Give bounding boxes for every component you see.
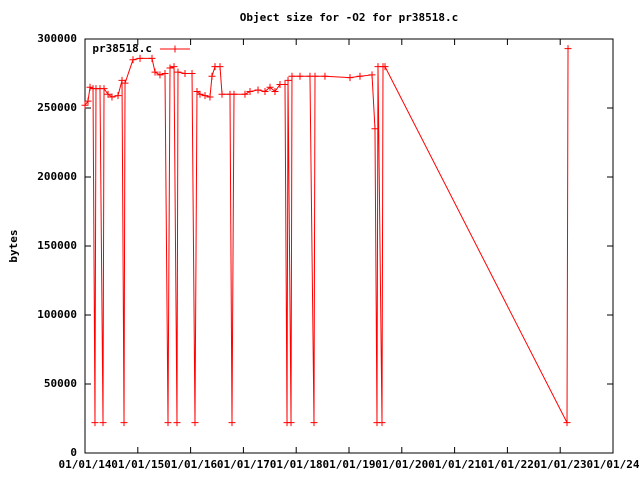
- point-marker: [356, 72, 364, 80]
- point-marker: [241, 90, 249, 98]
- point-marker: [148, 54, 156, 62]
- point-marker: [246, 87, 254, 95]
- point-marker: [230, 90, 238, 98]
- point-marker: [271, 87, 279, 95]
- y-tick-label: 100000: [37, 308, 77, 321]
- x-tick-label: 01/01/18: [270, 458, 323, 471]
- point-marker: [99, 419, 107, 427]
- point-marker: [188, 70, 196, 77]
- point-marker: [281, 81, 289, 89]
- point-marker: [321, 72, 329, 80]
- x-tick-label: 01/01/17: [217, 458, 270, 471]
- y-tick-label: 250000: [37, 101, 77, 114]
- point-marker: [100, 85, 108, 93]
- point-marker: [81, 101, 89, 109]
- point-marker: [371, 125, 379, 133]
- point-marker: [218, 90, 226, 98]
- point-marker: [84, 97, 92, 105]
- point-marker: [368, 71, 376, 79]
- point-marker: [381, 63, 389, 71]
- point-marker: [261, 87, 269, 95]
- y-tick-label: 150000: [37, 239, 77, 252]
- point-marker: [166, 64, 174, 72]
- point-marker: [136, 54, 144, 62]
- point-marker: [201, 92, 209, 100]
- point-marker: [114, 92, 122, 100]
- x-tick-label: 01/01/21: [428, 458, 481, 471]
- x-tick-label: 01/01/24: [587, 458, 640, 471]
- y-tick-label: 300000: [37, 32, 77, 45]
- point-marker: [310, 419, 318, 427]
- x-tick-label: 01/01/16: [164, 458, 217, 471]
- point-marker: [196, 90, 204, 98]
- point-marker: [181, 70, 189, 77]
- point-marker: [161, 70, 169, 77]
- x-tick-label: 01/01/15: [111, 458, 164, 471]
- point-marker: [296, 72, 304, 80]
- point-marker: [173, 419, 181, 427]
- x-tick-label: 01/01/23: [534, 458, 587, 471]
- point-marker: [170, 63, 178, 71]
- point-marker: [208, 72, 216, 80]
- point-marker: [86, 83, 94, 91]
- legend-label: pr38518.c: [92, 42, 152, 55]
- point-marker: [311, 72, 319, 80]
- point-marker: [174, 68, 182, 76]
- point-marker: [564, 45, 572, 53]
- x-tick-label: 01/01/22: [481, 458, 534, 471]
- y-axis-label: bytes: [7, 229, 20, 262]
- x-tick-label: 01/01/19: [323, 458, 376, 471]
- point-marker: [151, 68, 159, 76]
- point-marker: [346, 74, 354, 82]
- point-marker: [129, 56, 137, 64]
- point-marker: [121, 79, 129, 87]
- legend-marker: [171, 45, 179, 53]
- point-marker: [254, 86, 262, 94]
- y-tick-label: 200000: [37, 170, 77, 183]
- y-tick-label: 50000: [44, 377, 77, 390]
- point-marker: [216, 63, 224, 71]
- point-marker: [156, 71, 164, 79]
- point-marker: [288, 72, 296, 80]
- point-marker: [378, 419, 386, 427]
- point-marker: [206, 93, 214, 101]
- x-tick-label: 01/01/20: [375, 458, 428, 471]
- point-marker: [266, 83, 274, 91]
- x-tick-label: 01/01/14: [59, 458, 112, 471]
- chart-title: Object size for -O2 for pr38518.c: [240, 11, 459, 24]
- point-marker: [104, 90, 112, 98]
- point-marker: [563, 419, 571, 427]
- point-marker: [191, 419, 199, 427]
- point-marker: [164, 419, 172, 427]
- y-tick-label: 0: [70, 446, 77, 459]
- point-marker: [284, 76, 292, 84]
- point-marker: [228, 419, 236, 427]
- point-marker: [120, 419, 128, 427]
- point-marker: [287, 419, 295, 427]
- point-marker: [91, 419, 99, 427]
- point-marker: [108, 93, 116, 101]
